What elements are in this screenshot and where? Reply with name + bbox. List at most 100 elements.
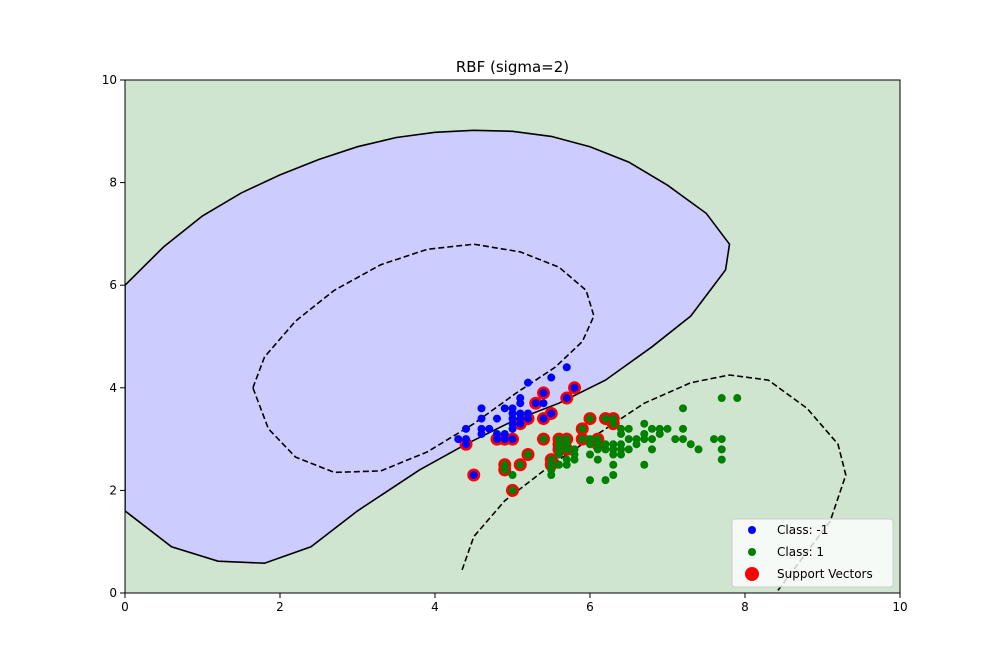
class-neg-point bbox=[539, 388, 548, 397]
y-tick-label: 0 bbox=[109, 586, 117, 600]
class-pos-point bbox=[578, 424, 587, 433]
class-neg-point bbox=[454, 435, 463, 444]
class-neg-point bbox=[477, 424, 486, 433]
class-neg-point bbox=[516, 394, 525, 403]
class-pos-point bbox=[524, 450, 532, 459]
x-tick-label: 8 bbox=[741, 600, 749, 614]
margin-neg bbox=[252, 243, 595, 474]
y-tick-label: 4 bbox=[109, 381, 117, 395]
class-pos-point bbox=[601, 414, 610, 423]
class-pos-point bbox=[679, 424, 687, 433]
legend-label: Class: 1 bbox=[777, 545, 824, 559]
class-pos-point bbox=[648, 435, 656, 444]
class-neg-point bbox=[462, 424, 470, 433]
class-pos-point bbox=[640, 429, 649, 438]
class-pos-point bbox=[648, 424, 656, 433]
chart-title: RBF (sigma=2) bbox=[456, 58, 569, 76]
class-pos-point bbox=[679, 435, 687, 444]
class-neg-point bbox=[469, 471, 478, 480]
x-tick-label: 6 bbox=[586, 600, 594, 614]
class-pos-point bbox=[648, 445, 656, 454]
class-pos-point bbox=[710, 435, 718, 444]
class-pos-point bbox=[586, 476, 594, 485]
y-axis: 0 2 4 6 8 10 bbox=[102, 73, 125, 600]
margin-pos bbox=[461, 374, 847, 593]
class-pos-point bbox=[500, 460, 509, 469]
class-pos-point bbox=[733, 394, 742, 403]
y-tick-label: 10 bbox=[102, 73, 117, 87]
class-neg-point bbox=[531, 399, 540, 408]
class-pos-point bbox=[516, 460, 525, 469]
class-pos-point bbox=[601, 476, 610, 485]
class-pos-point bbox=[624, 435, 633, 444]
class-pos-point bbox=[655, 424, 664, 433]
legend: Class: -1 Class: 1 Support Vectors bbox=[731, 518, 894, 588]
class-pos-point bbox=[609, 440, 618, 449]
class-neg-point bbox=[508, 435, 517, 444]
class-pos-point bbox=[562, 455, 571, 464]
class-pos-point bbox=[671, 435, 680, 444]
x-tick-label: 4 bbox=[431, 600, 439, 614]
class-pos-point bbox=[508, 486, 517, 495]
class-neg-point bbox=[547, 409, 556, 418]
class-pos-point bbox=[717, 435, 726, 444]
class-neg-point bbox=[547, 373, 556, 382]
class-neg-point bbox=[500, 429, 509, 438]
class-pos-point bbox=[547, 455, 556, 464]
class-pos-point bbox=[617, 440, 625, 449]
class-pos-point bbox=[555, 460, 563, 469]
class-pos-point bbox=[562, 435, 571, 444]
x-tick-label: 2 bbox=[276, 600, 284, 614]
class-pos-point bbox=[624, 424, 633, 433]
class-pos-point bbox=[539, 435, 548, 444]
class-pos-point bbox=[717, 394, 726, 403]
class-pos-point bbox=[586, 450, 594, 459]
class-neg-point bbox=[493, 429, 501, 438]
class-neg-point bbox=[500, 404, 509, 413]
legend-label: Class: -1 bbox=[777, 523, 828, 537]
plot-frame bbox=[124, 79, 901, 594]
class-neg-point bbox=[462, 435, 470, 444]
decision-boundary bbox=[125, 129, 731, 565]
class-pos-point bbox=[586, 435, 594, 444]
class-pos-point bbox=[694, 445, 703, 454]
class-pos-point bbox=[717, 445, 726, 454]
class-pos-point bbox=[570, 445, 579, 454]
class-neg-point bbox=[562, 394, 571, 403]
legend-label: Support Vectors bbox=[777, 567, 873, 581]
legend-marker bbox=[745, 567, 759, 581]
class-neg-point bbox=[539, 414, 548, 423]
class-pos-point bbox=[609, 414, 618, 423]
class-pos-point bbox=[578, 435, 587, 444]
class-neg-point bbox=[524, 409, 532, 418]
class-neg-point bbox=[485, 424, 494, 433]
legend-marker bbox=[748, 526, 756, 534]
y-tick-label: 8 bbox=[109, 176, 117, 190]
class-neg-point bbox=[570, 383, 579, 392]
class-pos-point bbox=[686, 440, 695, 449]
class-neg-point bbox=[539, 399, 548, 408]
class-pos-point bbox=[601, 440, 610, 449]
legend-marker bbox=[748, 548, 756, 556]
legend-box bbox=[731, 518, 894, 588]
y-tick-label: 2 bbox=[109, 483, 117, 497]
class-neg-point bbox=[516, 409, 525, 418]
class-pos-point bbox=[593, 435, 602, 444]
plot-area bbox=[124, 79, 901, 594]
class-pos-point bbox=[586, 414, 594, 423]
class-neg-point bbox=[493, 414, 501, 423]
x-tick-label: 10 bbox=[892, 600, 907, 614]
class-pos-point bbox=[609, 471, 618, 480]
class-pos-point bbox=[624, 445, 633, 454]
class-pos-point bbox=[617, 424, 625, 433]
x-tick-label: 0 bbox=[121, 600, 129, 614]
class-pos-point bbox=[663, 424, 672, 433]
class-pos-point bbox=[593, 455, 602, 464]
class-pos-point bbox=[679, 404, 687, 413]
class-neg-point bbox=[562, 363, 571, 372]
class-pos-point bbox=[640, 419, 649, 428]
region-class-neg bbox=[125, 130, 730, 564]
class-neg-point bbox=[524, 378, 532, 387]
y-tick-label: 6 bbox=[109, 278, 117, 292]
class-pos-point bbox=[508, 471, 517, 480]
